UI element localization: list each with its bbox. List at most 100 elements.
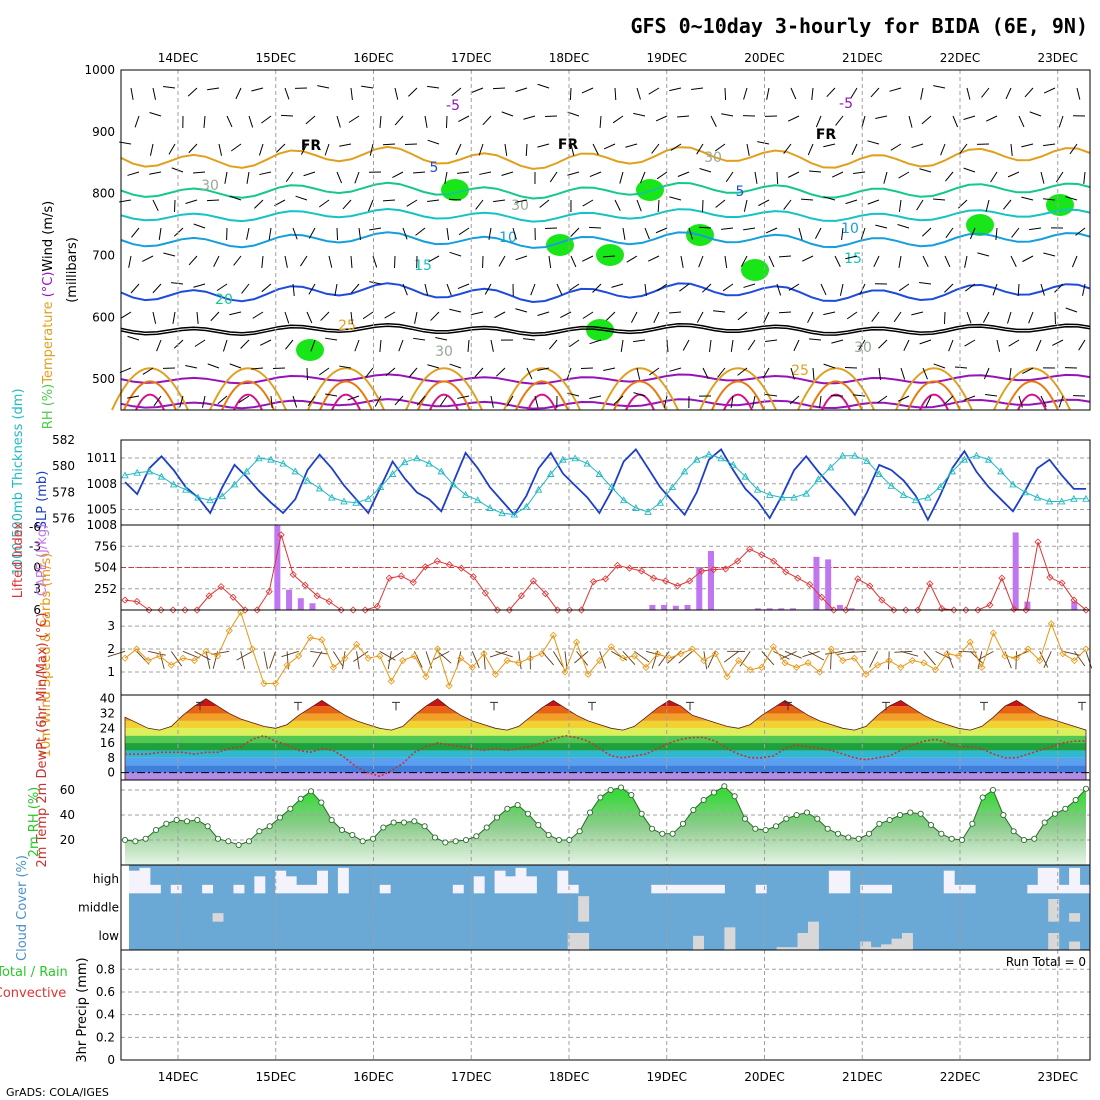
wind-barb — [944, 255, 951, 268]
li-point — [121, 596, 129, 604]
isotherm-freezing — [120, 325, 1091, 337]
wind-barb-10m — [312, 651, 323, 668]
axis-label: Lifted Index — [11, 521, 26, 598]
li-point — [782, 568, 790, 576]
wind-barb — [588, 226, 602, 229]
isotherm-plus15 — [120, 207, 1091, 223]
rh-point — [752, 825, 759, 832]
wind-point — [619, 654, 627, 662]
y-tick-label: 1008 — [86, 477, 117, 491]
wind-barb — [544, 227, 558, 230]
wind-barb-10m — [286, 651, 289, 670]
upper-air-frame — [120, 69, 1091, 411]
wind-point — [607, 643, 615, 651]
cloud-high-cell — [557, 870, 569, 894]
wind-barb — [188, 255, 198, 266]
rh-point — [235, 841, 242, 849]
wind-barb — [478, 143, 484, 156]
wind-barb — [284, 311, 290, 324]
li-point — [950, 606, 958, 614]
cloud-high-cell — [703, 884, 715, 894]
wind-barb — [743, 283, 756, 288]
wind-barb — [523, 115, 536, 120]
rh-point — [638, 810, 645, 817]
rh-point — [938, 830, 945, 837]
wind-barb — [898, 199, 902, 212]
wind-barb — [1054, 283, 1064, 293]
li-point — [902, 606, 910, 614]
y-tick-label: 576 — [52, 511, 75, 525]
thickness-point — [911, 496, 920, 504]
wind-barb-10m — [807, 650, 825, 661]
cloud-low-cell — [1048, 933, 1060, 950]
isotherm-dome — [331, 393, 361, 411]
wind-barb — [317, 85, 330, 89]
wind-barb — [303, 171, 316, 177]
wind-barb — [743, 87, 748, 100]
rh-point — [979, 794, 986, 801]
wind-barb-10m — [634, 650, 650, 663]
rh-point — [566, 836, 573, 844]
wind-barb — [168, 143, 176, 155]
thickness-point — [778, 493, 786, 501]
cloud-low-cell — [870, 947, 882, 950]
temp-band — [125, 713, 1086, 721]
wind-barb — [724, 255, 728, 268]
rh-point — [958, 836, 966, 844]
rh-core-blob — [441, 179, 469, 201]
cloud-high-cell — [473, 876, 485, 894]
wind-barb — [603, 367, 616, 371]
wind-barb-10m — [825, 650, 843, 655]
wind-barb — [908, 115, 913, 128]
wind-barb — [325, 337, 338, 341]
wind-point — [839, 656, 847, 665]
thickness-point — [984, 455, 993, 463]
thickness-point — [449, 480, 458, 488]
cape-bar — [848, 608, 855, 610]
wind-point — [769, 643, 777, 651]
wind-point — [399, 656, 407, 665]
wind-barb — [663, 395, 668, 408]
rh-point — [473, 833, 480, 840]
date-label-top: 23DEC — [1038, 51, 1078, 65]
y-tick-label: 3 — [33, 582, 41, 596]
wind-barb — [985, 199, 990, 212]
li-point — [986, 601, 994, 609]
li-point — [469, 573, 477, 581]
rh-point — [1020, 836, 1028, 844]
date-label-bottom: 20DEC — [744, 1070, 784, 1084]
thickness-point — [1082, 494, 1090, 502]
upper-air-label-part: (°C) — [41, 272, 56, 302]
wind-barb — [758, 199, 770, 207]
wind-barb — [308, 227, 316, 239]
upper-air-label-part: RH (%) — [41, 384, 56, 429]
li-point — [433, 557, 441, 565]
thickness-point — [705, 450, 713, 458]
wind-barb — [493, 199, 506, 203]
wind-barb — [919, 168, 932, 173]
wind-barb — [1083, 171, 1086, 184]
wind-barb — [163, 85, 176, 89]
wind-barb — [142, 255, 154, 262]
wind-barb — [845, 199, 858, 205]
cloud-middle-cell — [212, 913, 224, 922]
axis-label: Cloud Cover (%) — [15, 855, 30, 961]
li-point — [349, 606, 357, 614]
wind-barb — [944, 395, 954, 405]
thickness-point — [401, 458, 409, 466]
thickness-point — [413, 454, 421, 462]
wind-barb — [246, 227, 250, 240]
cloud-row-label: low — [99, 929, 120, 943]
wind-point — [237, 608, 245, 616]
isotherm-label: FR — [301, 138, 322, 154]
isotherm-dome — [123, 380, 177, 411]
wind-barb — [919, 339, 932, 345]
wind-barb — [119, 367, 132, 374]
rh-point — [411, 818, 418, 825]
wind-barb — [680, 255, 684, 268]
thickness-point — [802, 489, 810, 497]
wind-barb-10m — [471, 651, 480, 669]
wind-barb — [1076, 87, 1081, 100]
li-point — [722, 565, 730, 573]
rh-point — [421, 823, 428, 830]
